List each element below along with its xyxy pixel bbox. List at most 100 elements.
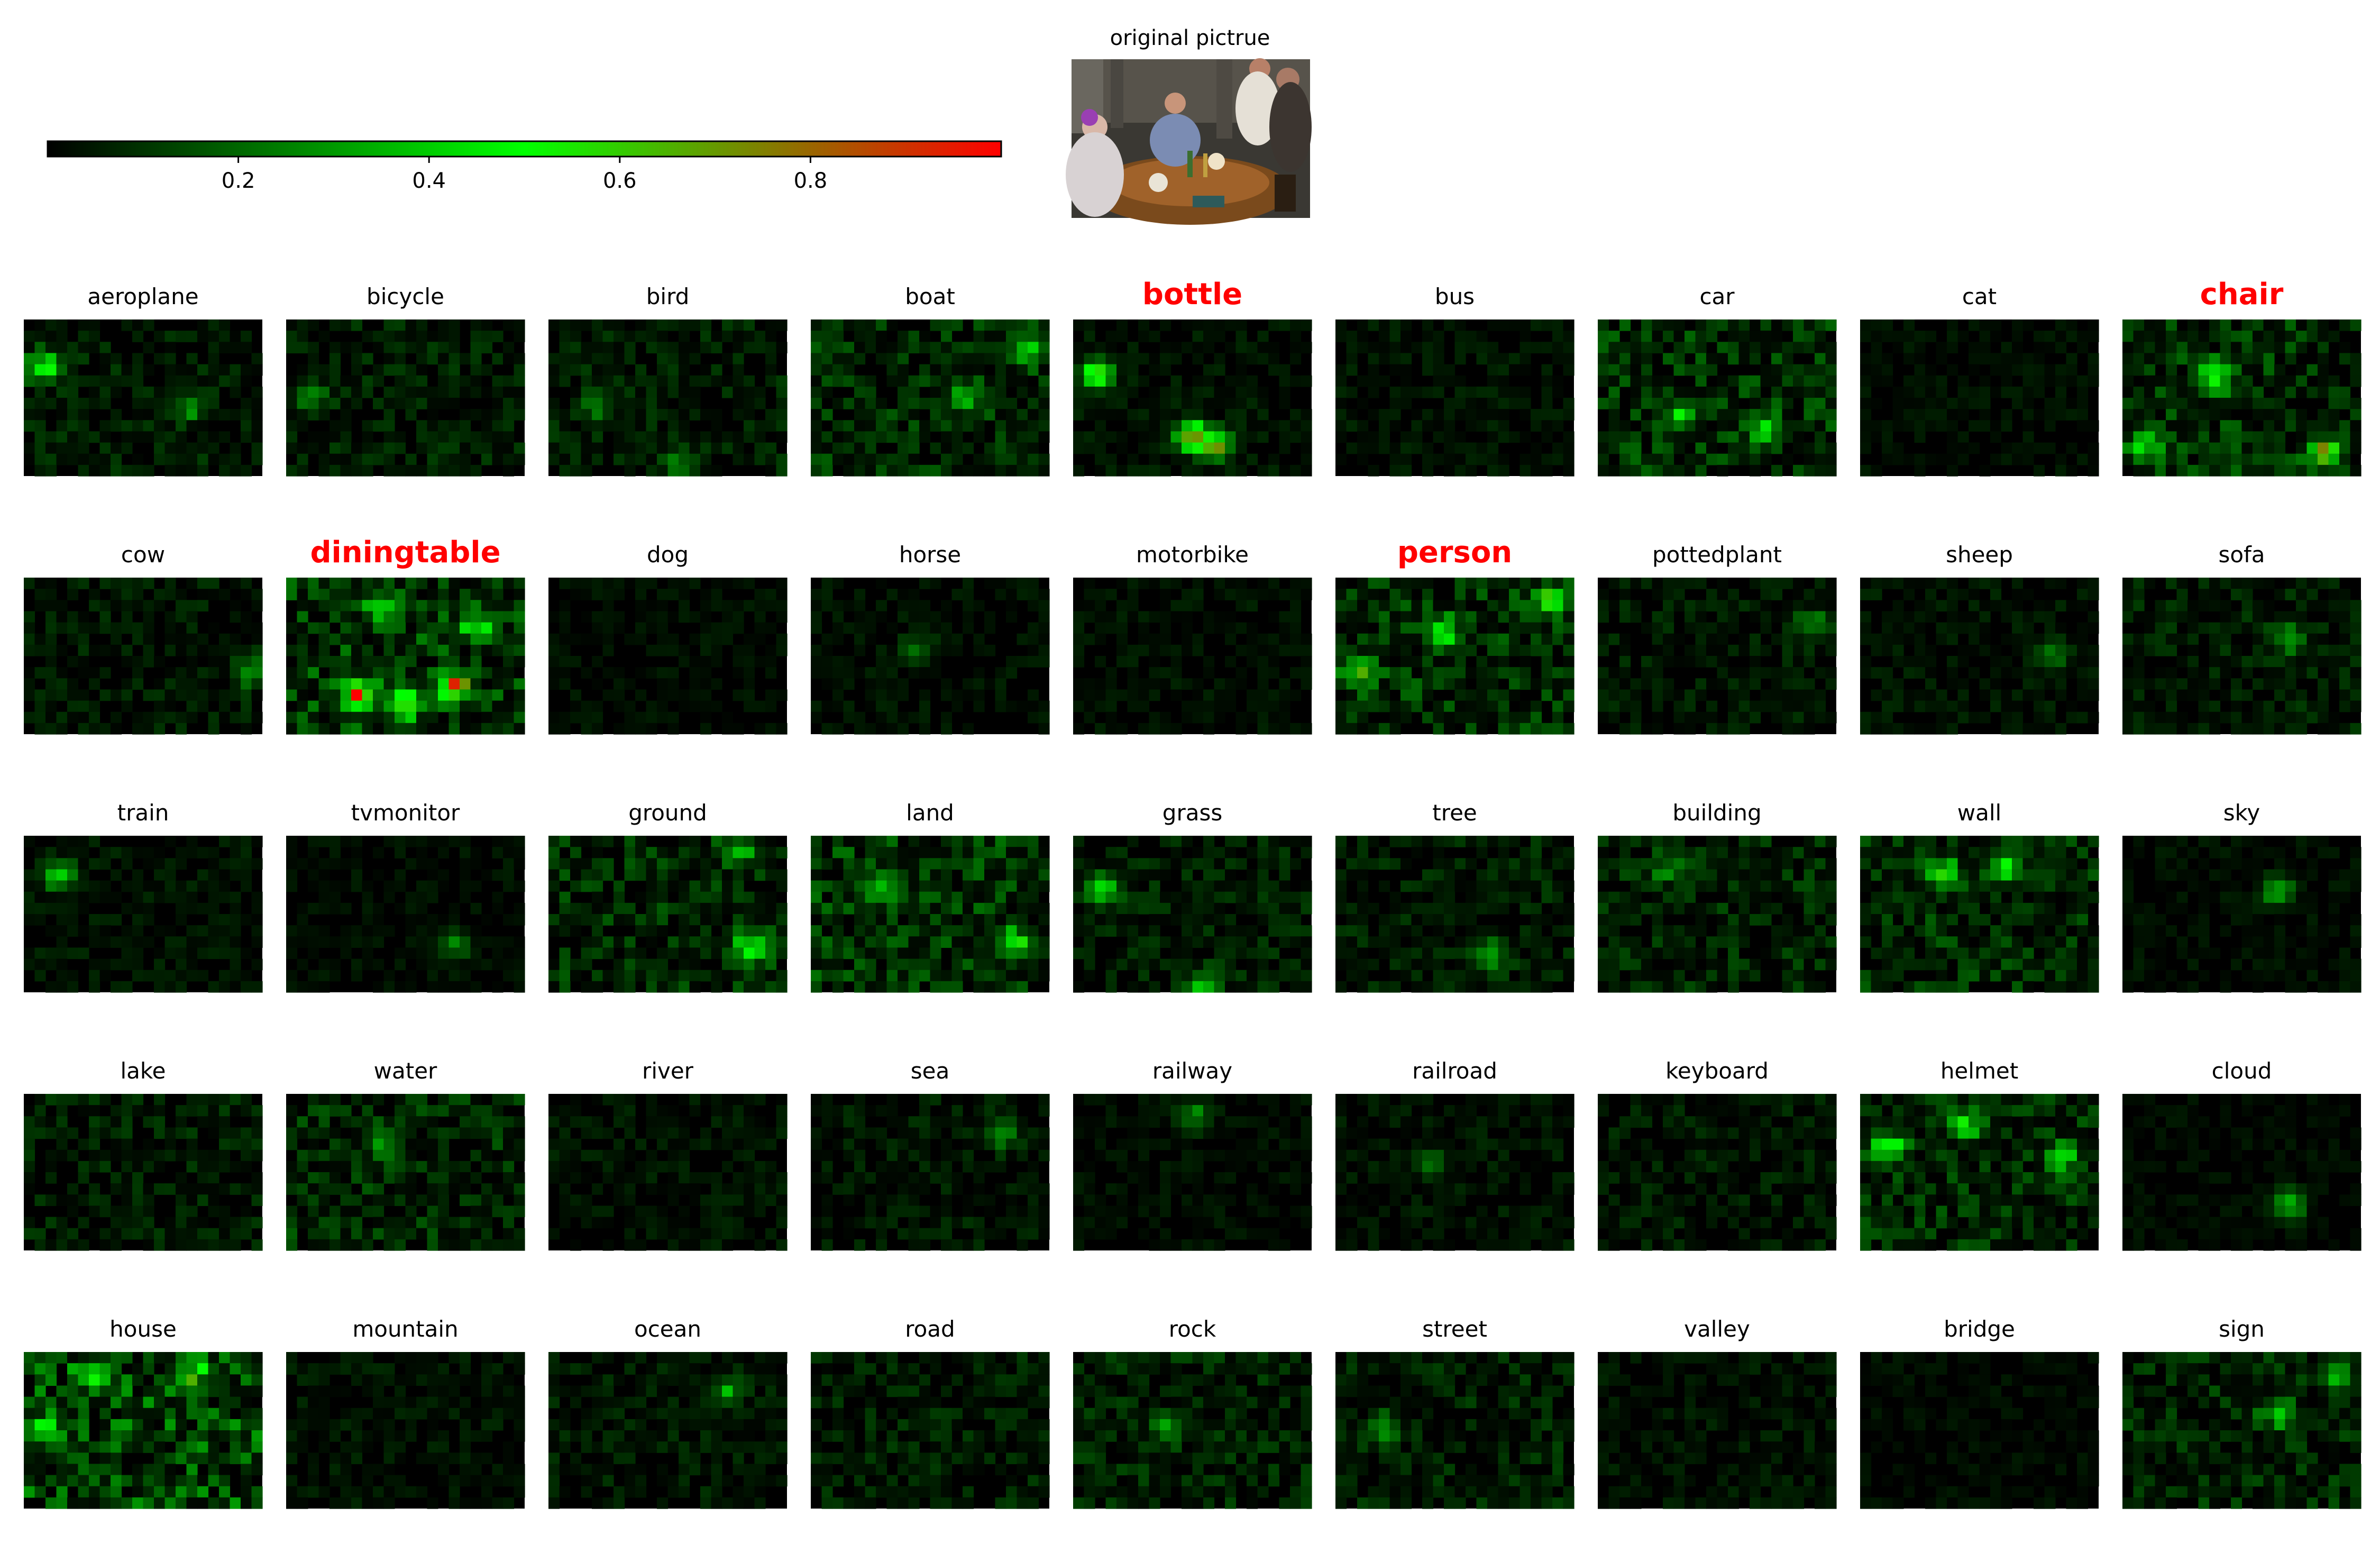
heatmap-cell — [733, 947, 744, 960]
heatmap-cell — [1116, 600, 1128, 612]
heatmap-cell — [1641, 375, 1653, 387]
heatmap-cell — [438, 375, 450, 387]
heatmap-cell — [1825, 578, 1837, 589]
heatmap-cell — [1017, 319, 1028, 331]
heatmap-cell — [2044, 420, 2056, 432]
heatmap-cell — [581, 442, 592, 454]
heatmap-cell — [614, 622, 625, 634]
heatmap-cell — [1400, 589, 1412, 600]
heatmap-cell — [2350, 420, 2361, 432]
heatmap-cell — [1782, 600, 1793, 612]
heatmap-cell — [2077, 600, 2089, 612]
heatmap-cell — [1073, 319, 1085, 331]
heatmap-cell — [1433, 453, 1444, 465]
heatmap-cell — [45, 398, 57, 409]
heatmap-cell — [700, 936, 712, 948]
heatmap-cell — [624, 409, 636, 421]
heatmap-cell — [1182, 589, 1193, 600]
heatmap-cell — [821, 409, 833, 421]
heatmap-cell — [973, 464, 985, 477]
heatmap-cell — [679, 442, 690, 454]
heatmap-cell — [776, 914, 788, 926]
heatmap-cell — [1357, 398, 1369, 409]
heatmap-cell — [1641, 667, 1653, 679]
heatmap-cell — [2155, 723, 2166, 735]
heatmap-cell — [1771, 431, 1783, 443]
heatmap-cell — [2220, 644, 2231, 656]
heatmap-cell — [1652, 331, 1663, 342]
heatmap-cell — [154, 970, 166, 982]
heatmap-cell — [132, 633, 144, 645]
heatmap-cell — [1608, 464, 1620, 477]
heatmap-cell — [1630, 342, 1642, 354]
heatmap-cell — [679, 936, 690, 948]
heatmap-cell — [1509, 689, 1521, 701]
heatmap-cell — [297, 398, 308, 409]
heatmap-cell — [1771, 353, 1783, 365]
heatmap-cell — [1454, 622, 1466, 634]
heatmap-cell — [45, 578, 57, 589]
heatmap-cell — [470, 667, 482, 679]
heatmap-cell — [2263, 453, 2275, 465]
heatmap-cell — [657, 689, 669, 701]
heatmap-cell — [744, 836, 755, 847]
heatmap-cell — [45, 858, 57, 870]
heatmap-cell — [1936, 700, 1947, 713]
heatmap-cell — [1182, 644, 1193, 656]
heatmap-cell — [570, 386, 582, 398]
heatmap-cell — [679, 656, 690, 668]
heatmap-cell — [351, 656, 363, 668]
heatmap-cell — [186, 442, 198, 454]
heatmap-cell — [821, 667, 833, 679]
heatmap-cell — [1487, 375, 1499, 387]
heatmap-cell — [56, 420, 68, 432]
heatmap-cell — [811, 319, 822, 331]
heatmap-cell — [1257, 723, 1269, 735]
heatmap-cell — [481, 958, 493, 971]
heatmap-cell — [843, 464, 855, 477]
heatmap-cell — [1290, 409, 1302, 421]
heatmap-cell — [56, 678, 68, 690]
heatmap-cell — [1192, 578, 1204, 589]
heatmap-cell — [657, 442, 669, 454]
heatmap-cell — [1663, 431, 1674, 443]
heatmap-cell — [318, 431, 330, 443]
heatmap-cell — [679, 981, 690, 993]
heatmap-cell — [99, 936, 111, 948]
heatmap-cell — [941, 678, 953, 690]
heatmap-cell — [898, 364, 909, 376]
heatmap-cell — [1519, 622, 1531, 634]
heatmap-cell — [776, 464, 788, 477]
heatmap-cell — [2044, 342, 2056, 354]
heatmap-cell — [919, 711, 931, 724]
heatmap-cell — [2001, 611, 2012, 623]
heatmap-cell — [197, 925, 209, 937]
heatmap-cell — [1738, 723, 1750, 735]
heatmap-cell — [1433, 353, 1444, 365]
heatmap-cell — [351, 958, 363, 971]
heatmap-cell — [460, 936, 471, 948]
heatmap-cell — [1279, 398, 1290, 409]
heatmap-cell — [197, 431, 209, 443]
heatmap-cell — [1750, 667, 1761, 679]
heatmap-cell — [45, 364, 57, 376]
heatmap-cell — [1487, 453, 1499, 465]
heatmap-cell — [2318, 442, 2329, 454]
heatmap-cell — [765, 869, 777, 881]
heatmap-cell — [340, 902, 352, 915]
heatmap-cell — [995, 353, 1006, 365]
heatmap-cell — [251, 914, 263, 926]
heatmap-cell — [427, 914, 438, 926]
heatmap-cell — [1476, 700, 1488, 713]
heatmap-cell — [635, 667, 647, 679]
heatmap-cell — [1598, 667, 1609, 679]
heatmap-cell — [876, 711, 887, 724]
heatmap-cell — [1149, 364, 1160, 376]
heatmap-cell — [2285, 420, 2296, 432]
heatmap-cell — [2176, 723, 2188, 735]
heatmap-cell — [1257, 464, 1269, 477]
heatmap-cell — [1028, 656, 1039, 668]
heatmap-cell — [2144, 342, 2156, 354]
heatmap-cell — [1028, 711, 1039, 724]
heatmap-cell — [1116, 656, 1128, 668]
